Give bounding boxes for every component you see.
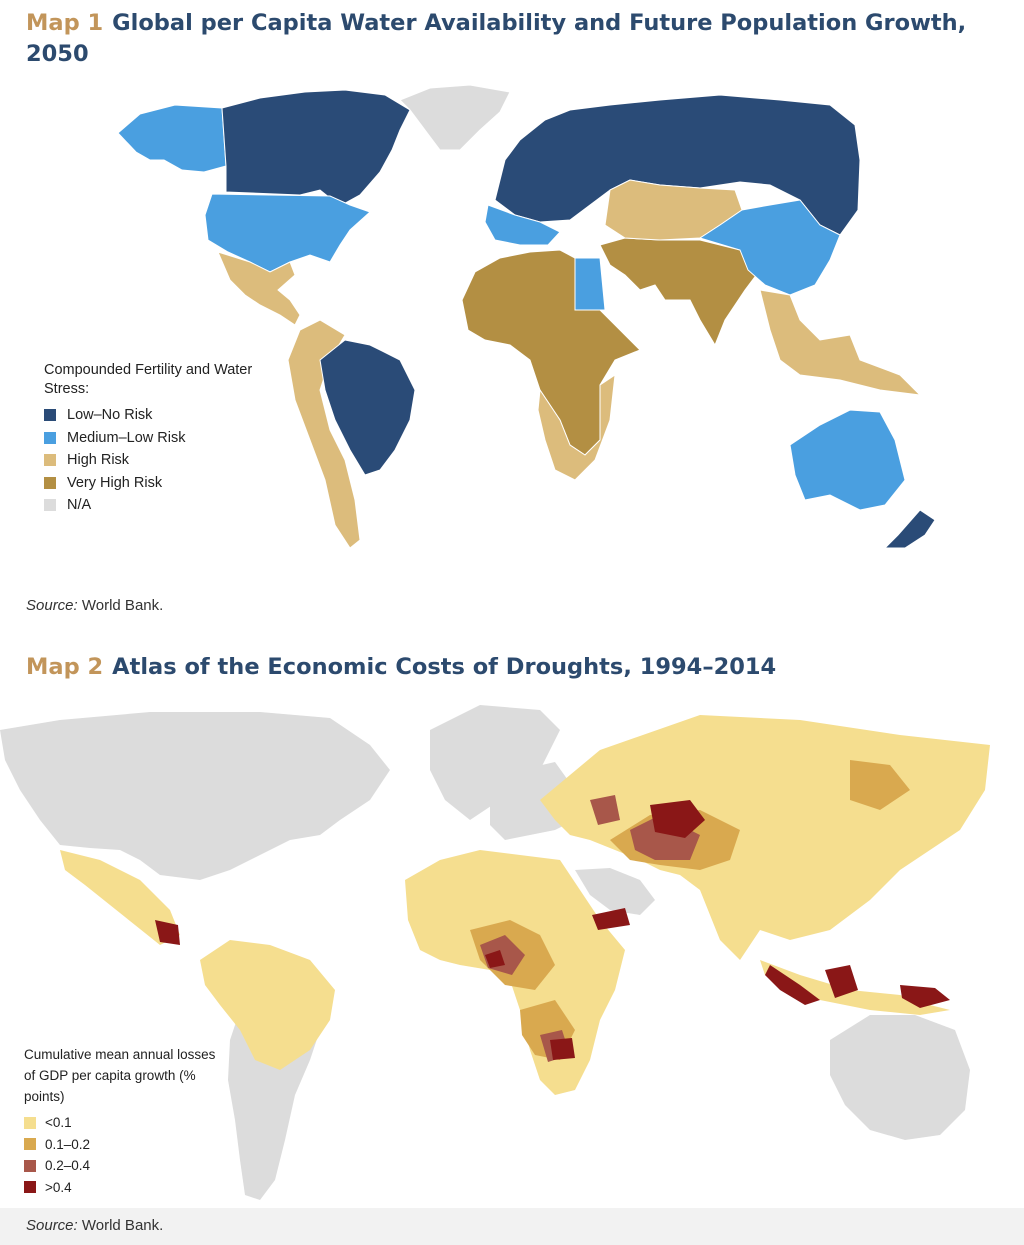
map1-label: Map 1 bbox=[26, 10, 104, 36]
drought-hotspot-central-america bbox=[155, 920, 180, 945]
drought-zone bbox=[850, 760, 910, 810]
map2-source-text: World Bank. bbox=[77, 1217, 164, 1234]
drought-hotspot-central-asia bbox=[650, 800, 705, 838]
region-canada bbox=[221, 89, 411, 207]
map1-legend-item: Medium–Low Risk bbox=[44, 427, 274, 450]
legend-swatch bbox=[44, 409, 56, 422]
map2-legend-item: 0.1–0.2 bbox=[24, 1134, 224, 1156]
drought-hotspot-yemen bbox=[592, 908, 630, 930]
landmass-north-america bbox=[0, 712, 390, 880]
map2-title-text: Atlas of the Economic Costs of Droughts,… bbox=[112, 654, 777, 680]
legend-swatch bbox=[44, 476, 56, 489]
legend-swatch bbox=[44, 499, 56, 512]
map2-legend: Cumulative mean annual losses of GDP per… bbox=[24, 1044, 224, 1198]
map2-legend-item: <0.1 bbox=[24, 1112, 224, 1134]
region-usa bbox=[204, 193, 371, 273]
landmass-australia bbox=[830, 1015, 970, 1140]
region-southern-africa bbox=[537, 373, 616, 481]
map2-label: Map 2 bbox=[26, 654, 104, 680]
region-australia bbox=[789, 409, 906, 511]
region-egypt bbox=[574, 257, 606, 311]
map2-title: Map 2 Atlas of the Economic Costs of Drou… bbox=[26, 652, 1016, 683]
legend-label: <0.1 bbox=[45, 1115, 72, 1131]
legend-label: Low–No Risk bbox=[67, 407, 153, 424]
legend-swatch bbox=[24, 1181, 36, 1194]
map2-legend-item: 0.2–0.4 bbox=[24, 1155, 224, 1177]
legend-label: Medium–Low Risk bbox=[67, 429, 186, 446]
map1-title: Map 1 Global per Capita Water Availabilit… bbox=[26, 8, 1016, 70]
map2-source: Source: World Bank. bbox=[26, 1217, 163, 1234]
map2-zones-gt-0-4 bbox=[155, 800, 950, 1060]
region-greenland bbox=[399, 84, 511, 151]
map1-source-label: Source: bbox=[26, 597, 78, 614]
drought-hotspot-west-africa bbox=[485, 950, 505, 968]
drought-hotspot-southern-africa bbox=[550, 1038, 575, 1060]
legend-swatch bbox=[24, 1116, 36, 1129]
map1-legend-title: Compounded Fertility and Water Stress: bbox=[44, 362, 253, 397]
region-southeast-asia bbox=[759, 289, 922, 396]
map2-source-label: Source: bbox=[26, 1217, 78, 1234]
drought-hotspot-indonesia bbox=[765, 965, 820, 1005]
region-alaska bbox=[117, 104, 227, 173]
landmass-arabia bbox=[575, 868, 655, 915]
drought-hotspot-papua bbox=[900, 985, 950, 1008]
map1-legend-item: Very High Risk bbox=[44, 472, 274, 495]
drought-zone bbox=[60, 850, 180, 945]
map1-source-text: World Bank. bbox=[77, 597, 164, 614]
drought-zone bbox=[760, 960, 950, 1015]
map1-source: Source: World Bank. bbox=[26, 597, 163, 614]
region-middle-east-south-asia bbox=[599, 237, 761, 347]
map1-legend-item: Low–No Risk bbox=[44, 404, 274, 427]
legend-swatch bbox=[24, 1138, 36, 1151]
region-new-zealand bbox=[883, 509, 936, 549]
map2-world-map bbox=[0, 705, 990, 1200]
map1-world-map bbox=[117, 84, 936, 549]
map1-title-text: Global per Capita Water Availability and… bbox=[26, 10, 967, 67]
map1-legend-item: N/A bbox=[44, 494, 274, 517]
map1-legend: Compounded Fertility and Water Stress: L… bbox=[44, 361, 274, 517]
legend-swatch bbox=[44, 431, 56, 444]
legend-label: 0.2–0.4 bbox=[45, 1158, 91, 1174]
region-brazil bbox=[319, 339, 416, 476]
legend-swatch bbox=[44, 454, 56, 467]
landmass-greenland bbox=[430, 705, 560, 820]
drought-zone bbox=[200, 940, 335, 1070]
legend-label: High Risk bbox=[67, 452, 130, 469]
drought-zone bbox=[590, 795, 620, 825]
region-western-europe bbox=[484, 204, 561, 246]
legend-label: Very High Risk bbox=[67, 474, 163, 491]
map1-legend-item: High Risk bbox=[44, 449, 274, 472]
landmass-europe bbox=[490, 762, 575, 840]
legend-swatch bbox=[24, 1159, 36, 1172]
region-china bbox=[698, 199, 841, 296]
map2-legend-item: >0.4 bbox=[24, 1177, 224, 1199]
legend-label: >0.4 bbox=[45, 1179, 72, 1195]
footer-band bbox=[0, 1208, 1024, 1245]
drought-hotspot-borneo bbox=[825, 965, 858, 998]
legend-label: N/A bbox=[67, 497, 92, 514]
legend-label: 0.1–0.2 bbox=[45, 1136, 91, 1152]
map2-legend-title: Cumulative mean annual losses of GDP per… bbox=[24, 1047, 216, 1104]
region-mexico-central-america bbox=[217, 251, 301, 326]
region-north-west-africa bbox=[461, 249, 641, 456]
